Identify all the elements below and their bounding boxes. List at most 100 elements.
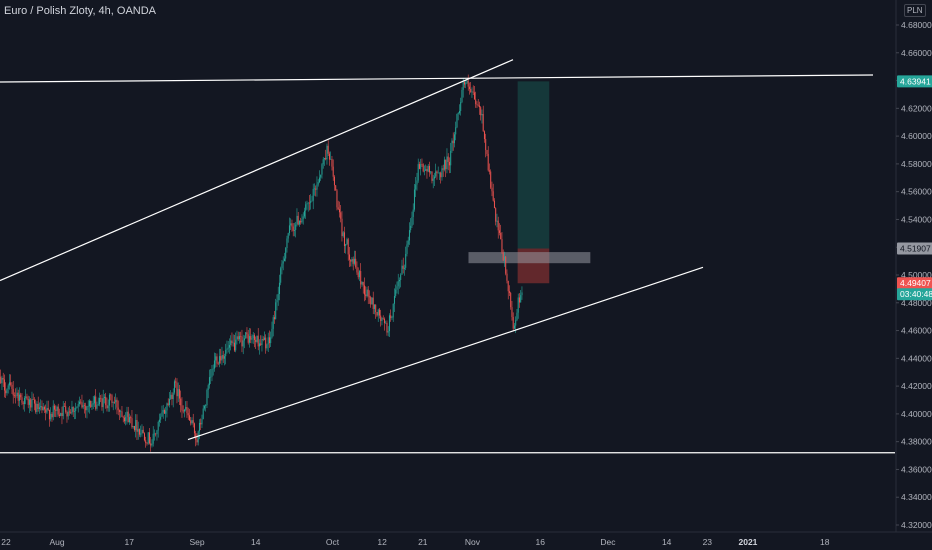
- candle-body: [172, 392, 174, 400]
- candle-body: [320, 174, 322, 178]
- candle-body: [8, 382, 10, 386]
- price-tag-bg: [897, 277, 932, 290]
- candle-body: [53, 405, 55, 410]
- candle-body: [298, 220, 300, 225]
- candle-body: [28, 399, 30, 405]
- candle-body: [113, 402, 115, 403]
- candle-body: [262, 339, 264, 340]
- candle-body: [370, 297, 372, 305]
- price-tick-label: 4.36000: [901, 464, 932, 474]
- price-tick-label: 4.60000: [901, 131, 932, 141]
- candle-body: [401, 265, 403, 275]
- candle-body: [260, 343, 262, 346]
- candle-body: [451, 140, 453, 151]
- candle-body: [350, 259, 352, 262]
- candle-body: [130, 417, 132, 419]
- candle-body: [378, 309, 380, 316]
- candle-body: [240, 336, 242, 337]
- candle-body: [456, 114, 458, 128]
- candle-body: [241, 336, 243, 347]
- candle-body: [3, 379, 5, 391]
- candle-body: [332, 166, 334, 177]
- candle-body: [443, 159, 445, 170]
- candle-body: [286, 238, 288, 249]
- candle-body: [102, 398, 104, 408]
- candle-body: [367, 289, 369, 297]
- symbol-title[interactable]: Euro / Polish Zloty, 4h, OANDA: [4, 5, 157, 17]
- candle-body: [281, 263, 283, 269]
- candle-body: [236, 336, 238, 340]
- candle-body: [181, 405, 183, 411]
- candle-body: [60, 413, 62, 416]
- candle-body: [37, 403, 39, 409]
- candle-body: [418, 164, 420, 169]
- date-tick-label: 12: [377, 537, 387, 547]
- date-tick-label: 21: [418, 537, 428, 547]
- candle-body: [261, 339, 263, 346]
- candle-body: [415, 184, 417, 190]
- candle-body: [285, 248, 287, 259]
- candle-body: [342, 232, 344, 237]
- candle-body: [393, 295, 395, 304]
- channel-upper-line: [0, 59, 514, 282]
- price-tick-label: 4.58000: [901, 159, 932, 169]
- candle-body: [200, 422, 202, 425]
- candle-body: [48, 409, 50, 420]
- candle-body: [450, 150, 452, 166]
- candle-body: [175, 381, 177, 383]
- candle-body: [487, 153, 489, 171]
- candle-body: [417, 164, 419, 181]
- candle-body: [500, 232, 502, 240]
- candle-body: [460, 102, 462, 111]
- date-tick-label: 16: [535, 537, 545, 547]
- price-tag: 4.49407: [897, 277, 932, 290]
- candle-body: [358, 271, 360, 278]
- candle-body: [316, 184, 318, 190]
- candle-body: [420, 164, 422, 169]
- candle-body: [295, 224, 297, 230]
- candle-body: [340, 212, 342, 219]
- candle-body: [193, 423, 195, 434]
- candle-body: [205, 405, 207, 407]
- candle-body: [162, 409, 164, 413]
- candle-body: [461, 89, 463, 103]
- candle-body: [2, 377, 4, 380]
- candle-body: [38, 407, 40, 409]
- price-tick-label: 4.32000: [901, 520, 932, 530]
- candle-body: [306, 203, 308, 205]
- candle-body: [491, 187, 493, 192]
- candle-body: [463, 82, 465, 85]
- date-tick-label: 2021: [739, 537, 758, 547]
- candle-body: [218, 356, 220, 364]
- candle-body: [357, 272, 359, 278]
- candle-body: [91, 404, 93, 408]
- candle-body: [186, 406, 188, 414]
- candle-body: [43, 407, 45, 410]
- candle-body: [330, 158, 332, 160]
- candle-body: [173, 381, 175, 393]
- candle-body: [303, 210, 305, 217]
- candle-body: [40, 405, 42, 408]
- candle-body: [323, 158, 325, 160]
- currency-badge[interactable]: PLN: [904, 4, 926, 17]
- candle-body: [206, 389, 208, 406]
- candle-body: [207, 385, 209, 390]
- candle-body: [232, 342, 234, 344]
- candle-body: [226, 348, 228, 350]
- candle-body: [210, 376, 212, 378]
- candle-body: [300, 220, 302, 223]
- candle-body: [35, 403, 37, 412]
- candle-body: [45, 409, 47, 413]
- price-tick-label: 4.66000: [901, 48, 932, 58]
- candle-body: [100, 397, 102, 399]
- candle-body: [16, 392, 18, 397]
- candle-body: [213, 360, 215, 369]
- entry-zone: [468, 252, 591, 264]
- candle-body: [156, 430, 158, 435]
- candle-body: [258, 343, 260, 347]
- price-tick-label: 4.42000: [901, 381, 932, 391]
- candle-body: [148, 432, 150, 444]
- candle-body: [327, 145, 329, 154]
- candle-body: [32, 399, 34, 400]
